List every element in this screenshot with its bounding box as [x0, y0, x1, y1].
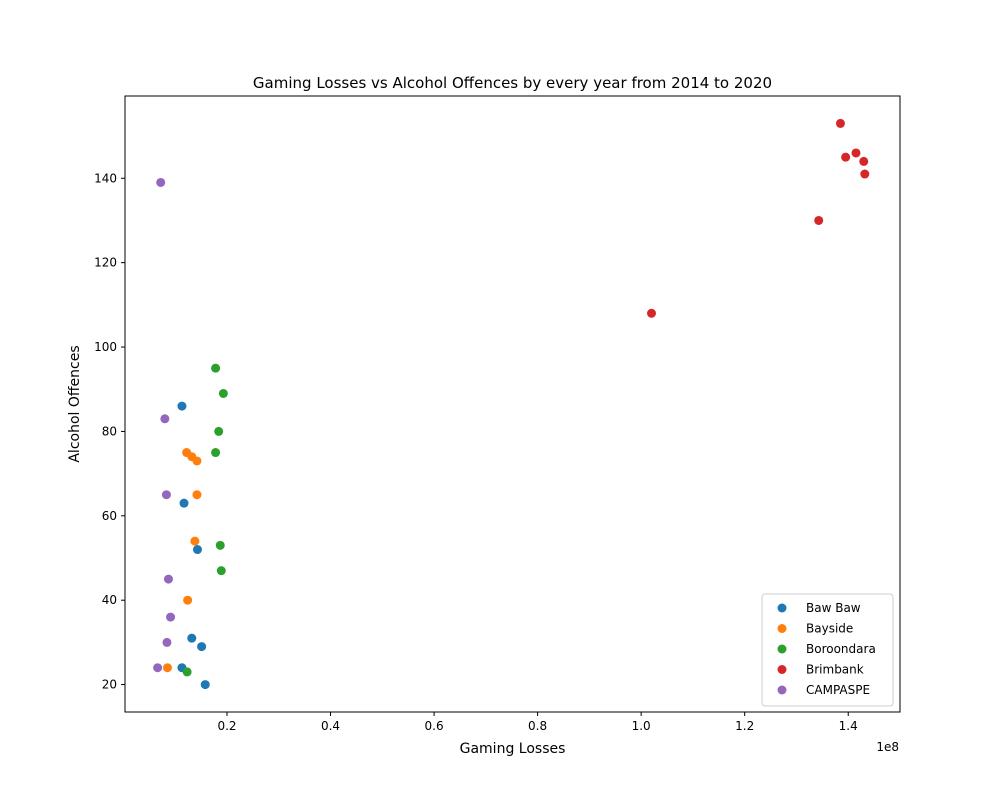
y-tick-label-3: 80 [102, 424, 117, 438]
legend: Baw Baw Bayside Boroondara Brimbank CAMPASPE [761, 593, 894, 707]
point-brimbank-3 [841, 152, 851, 162]
point-brimbank-2 [835, 118, 845, 128]
point-boroondara-5 [216, 566, 226, 576]
plot-area-frame [124, 95, 901, 713]
point-brimbank-0 [647, 308, 657, 318]
point-campaspe-2 [161, 490, 171, 500]
point-brimbank-6 [860, 169, 870, 179]
legend-marker-baw-baw [777, 603, 787, 613]
legend-marker-campaspe [777, 685, 787, 695]
point-bayside-2 [192, 456, 202, 466]
point-boroondara-1 [218, 388, 228, 398]
legend-label-brimbank: Brimbank [806, 663, 864, 677]
x-tick-label-6: 1.4 [839, 719, 858, 733]
point-campaspe-5 [162, 637, 172, 647]
y-tick-label-4: 100 [94, 340, 117, 354]
legend-label-boroondara: Boroondara [806, 642, 876, 656]
legend-label-bayside: Bayside [806, 622, 853, 636]
point-baw-baw-1 [179, 498, 189, 508]
legend-label-baw-baw: Baw Baw [806, 601, 861, 615]
y-tick-label-6: 140 [94, 171, 117, 185]
x-tick-label-2: 0.6 [425, 719, 444, 733]
legend-frame [761, 593, 894, 707]
y-tick-label-5: 120 [94, 256, 117, 270]
legend-marker-bayside [777, 624, 787, 633]
y-tick-label-0: 20 [102, 678, 117, 692]
legend-marker-brimbank [777, 665, 787, 674]
data-points [153, 118, 870, 690]
point-brimbank-5 [859, 156, 869, 166]
y-tick-label-1: 40 [102, 593, 117, 607]
point-brimbank-4 [851, 148, 861, 158]
axis-ticks: 0.2 0.4 0.6 0.8 1.0 1.2 1.4 20 40 60 80 100 120 140 [94, 171, 858, 733]
point-bayside-6 [162, 663, 172, 673]
point-campaspe-0 [156, 177, 166, 187]
y-axis-title: Alcohol Offences [67, 345, 83, 462]
chart-title: Gaming Losses vs Alcohol Offences by eve… [253, 74, 772, 92]
x-axis-title: Gaming Losses [460, 741, 566, 757]
x-tick-label-4: 1.0 [632, 719, 651, 733]
x-tick-label-1: 0.4 [321, 719, 340, 733]
x-tick-label-0: 0.2 [217, 719, 236, 733]
x-tick-label-5: 1.2 [735, 719, 754, 733]
point-boroondara-6 [182, 667, 192, 677]
legend-label-campaspe: CAMPASPE [806, 683, 870, 697]
point-bayside-3 [192, 490, 202, 500]
point-boroondara-3 [211, 448, 221, 458]
point-baw-baw-0 [177, 401, 187, 411]
legend-marker-boroondara [777, 644, 787, 654]
point-campaspe-6 [153, 663, 163, 673]
point-baw-baw-3 [187, 633, 197, 643]
point-bayside-5 [183, 595, 193, 605]
point-brimbank-1 [814, 215, 824, 225]
point-campaspe-1 [160, 414, 170, 424]
point-boroondara-4 [215, 540, 225, 550]
point-baw-baw-6 [200, 680, 210, 690]
point-boroondara-0 [211, 363, 221, 373]
x-axis-offset-label: 1e8 [876, 740, 899, 754]
point-boroondara-2 [214, 426, 224, 436]
point-baw-baw-2 [192, 545, 202, 555]
point-campaspe-4 [166, 612, 176, 622]
point-baw-baw-4 [197, 642, 207, 652]
y-tick-label-2: 60 [102, 509, 117, 523]
point-campaspe-3 [163, 574, 173, 584]
point-bayside-4 [190, 536, 200, 546]
x-tick-label-3: 0.8 [528, 719, 547, 733]
